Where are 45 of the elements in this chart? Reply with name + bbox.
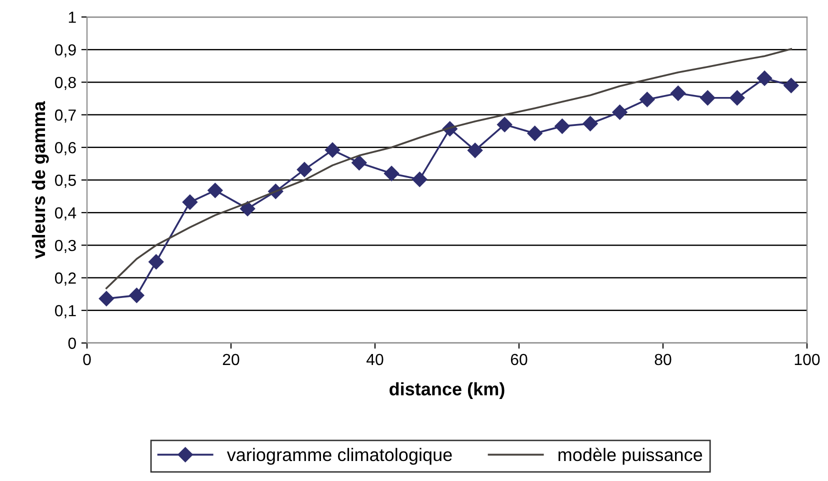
y-tick-label: 0,3 — [55, 240, 76, 254]
point — [208, 182, 223, 198]
y-tick-label: 0,2 — [55, 272, 76, 286]
point — [497, 117, 512, 132]
x-tick-label: 100 — [794, 354, 820, 366]
point — [240, 201, 256, 216]
y-tick-label: 1 — [68, 12, 76, 23]
point — [296, 162, 312, 178]
point — [384, 166, 400, 182]
point — [182, 194, 198, 210]
x-tick-label: 40 — [366, 354, 384, 366]
point — [324, 142, 340, 158]
point — [582, 116, 598, 132]
y-tick-label: 0,9 — [55, 44, 76, 58]
point — [129, 288, 144, 303]
point — [640, 92, 655, 108]
x-tick-label: 20 — [222, 354, 240, 366]
legend-label: modèle puissance — [558, 448, 702, 465]
y-tick-label: 0,1 — [55, 305, 76, 318]
x-tick-label: 60 — [510, 354, 528, 366]
point — [468, 142, 483, 158]
point — [352, 155, 367, 170]
point — [756, 70, 772, 86]
x-axis-title: distance (km) — [390, 382, 504, 400]
x-tick-label: 80 — [654, 354, 672, 366]
y-axis-title: valeurs de gamma — [32, 101, 49, 259]
point — [554, 118, 570, 134]
y-tick-label: 0,4 — [55, 207, 76, 220]
y-tick-label: 0,7 — [55, 109, 76, 123]
y-tick-label: 0,8 — [55, 76, 76, 90]
point — [730, 90, 745, 106]
point — [612, 104, 628, 120]
point — [148, 254, 164, 270]
point — [98, 291, 114, 306]
point — [670, 86, 686, 101]
y-tick-label: 0,6 — [55, 142, 76, 156]
point — [412, 172, 428, 187]
line-series — [106, 48, 792, 290]
point — [784, 78, 799, 94]
point — [527, 126, 542, 141]
y-tick-label: 0 — [68, 338, 76, 349]
x-tick-label: 0 — [83, 354, 91, 366]
y-tick-label: 0,5 — [55, 174, 76, 188]
point — [700, 90, 716, 106]
legend-label: variogramme climatologique — [226, 448, 452, 465]
